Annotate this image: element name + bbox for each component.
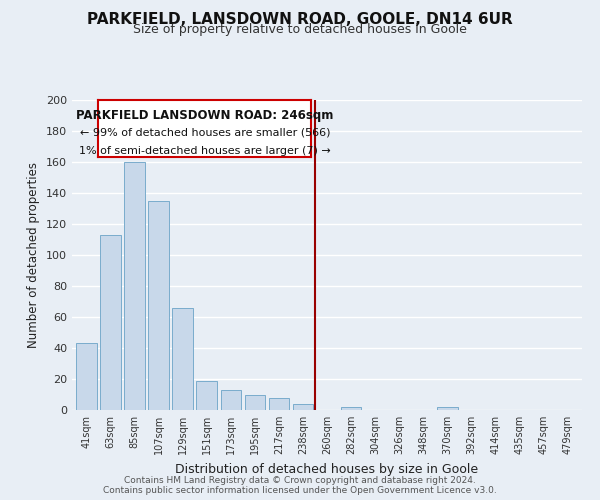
Y-axis label: Number of detached properties: Number of detached properties xyxy=(28,162,40,348)
Text: Size of property relative to detached houses in Goole: Size of property relative to detached ho… xyxy=(133,22,467,36)
Text: 1% of semi-detached houses are larger (7) →: 1% of semi-detached houses are larger (7… xyxy=(79,146,331,156)
Bar xyxy=(245,394,265,410)
Text: PARKFIELD LANSDOWN ROAD: 246sqm: PARKFIELD LANSDOWN ROAD: 246sqm xyxy=(76,108,334,122)
Bar xyxy=(76,344,97,410)
Bar xyxy=(148,200,169,410)
Bar xyxy=(221,390,241,410)
Text: PARKFIELD, LANSDOWN ROAD, GOOLE, DN14 6UR: PARKFIELD, LANSDOWN ROAD, GOOLE, DN14 6U… xyxy=(87,12,513,28)
Bar xyxy=(341,407,361,410)
Text: Contains HM Land Registry data © Crown copyright and database right 2024.: Contains HM Land Registry data © Crown c… xyxy=(124,476,476,485)
Bar xyxy=(172,308,193,410)
Bar xyxy=(100,235,121,410)
Text: ← 99% of detached houses are smaller (566): ← 99% of detached houses are smaller (56… xyxy=(80,128,330,138)
Bar xyxy=(437,407,458,410)
X-axis label: Distribution of detached houses by size in Goole: Distribution of detached houses by size … xyxy=(175,462,479,475)
Bar xyxy=(269,398,289,410)
Bar xyxy=(293,404,313,410)
Bar xyxy=(196,380,217,410)
Bar xyxy=(124,162,145,410)
Text: Contains public sector information licensed under the Open Government Licence v3: Contains public sector information licen… xyxy=(103,486,497,495)
